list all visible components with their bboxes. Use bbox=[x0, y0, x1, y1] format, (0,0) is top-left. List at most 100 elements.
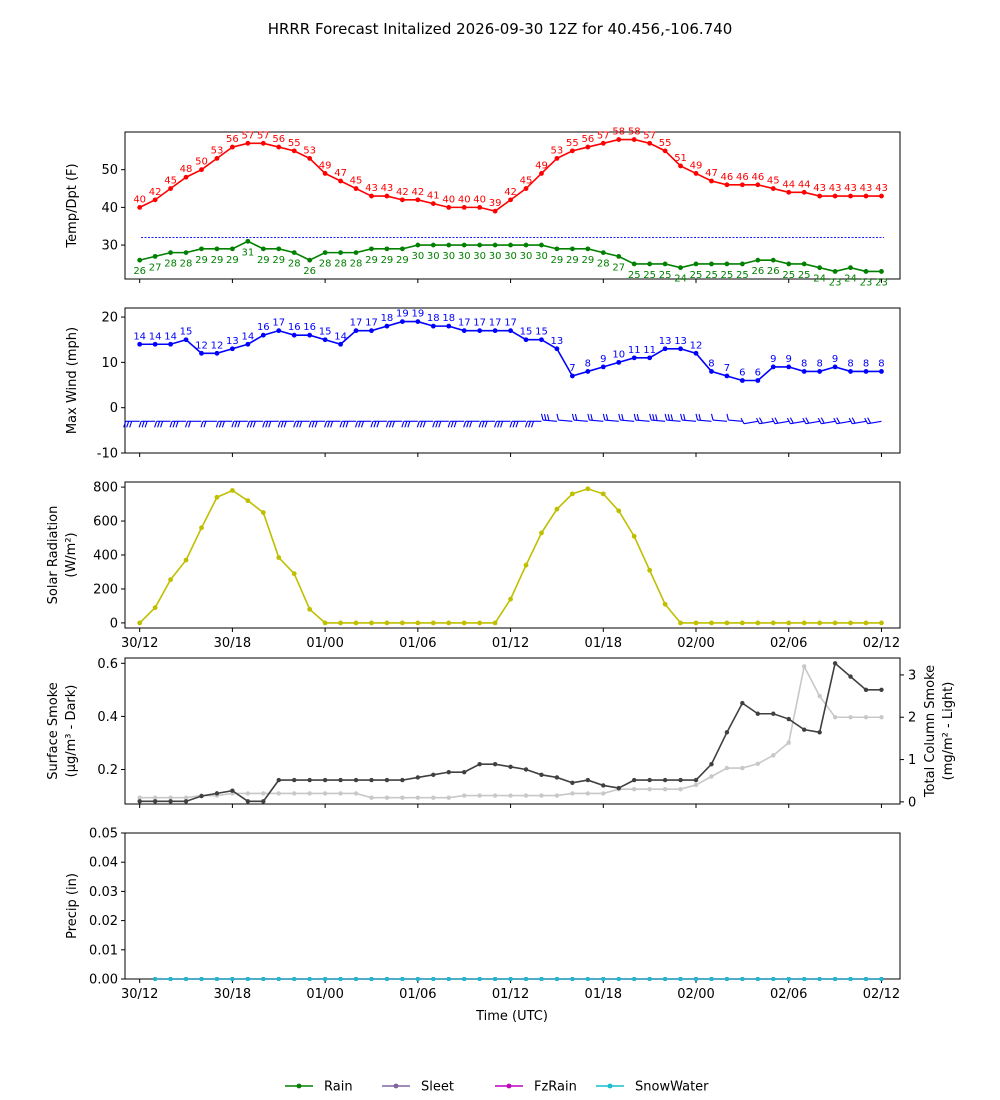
x-tick-label: 02/00 bbox=[677, 636, 714, 651]
x-tick-label: 01/00 bbox=[306, 987, 343, 1002]
max-wind-point bbox=[631, 355, 637, 361]
wind-barb-flag bbox=[354, 421, 359, 428]
max-wind-point bbox=[214, 350, 220, 356]
wind-barb-flag bbox=[311, 421, 315, 428]
dewpoint-point bbox=[137, 257, 143, 263]
temperature-data-label: 45 bbox=[350, 176, 363, 187]
y-tick-label: 10 bbox=[101, 356, 118, 371]
wind-barb-flag bbox=[636, 414, 640, 421]
temperature-data-label: 43 bbox=[829, 183, 842, 194]
precip-snow-point bbox=[786, 977, 791, 981]
temperature-data-label: 43 bbox=[875, 183, 888, 194]
max-wind-data-label: 18 bbox=[381, 313, 394, 324]
max-wind-data-label: 16 bbox=[288, 322, 301, 333]
dewpoint-data-label: 30 bbox=[473, 251, 486, 262]
wind-barb bbox=[123, 420, 140, 428]
precip-snow-point bbox=[493, 977, 498, 981]
dewpoint-point bbox=[291, 250, 297, 256]
max-wind-data-label: 11 bbox=[628, 345, 641, 356]
temperature-data-label: 53 bbox=[211, 145, 224, 156]
max-wind-point bbox=[137, 341, 143, 347]
surface-smoke-point bbox=[709, 761, 714, 767]
dewpoint-point bbox=[678, 265, 683, 271]
surface-smoke-point bbox=[647, 777, 652, 783]
surface-smoke-point bbox=[523, 767, 529, 772]
wind-barb bbox=[370, 420, 387, 428]
wind-barb-flag bbox=[466, 421, 470, 428]
wind-barb bbox=[463, 420, 480, 428]
surface-smoke-point bbox=[276, 777, 281, 783]
solar-radiation-point bbox=[709, 620, 714, 626]
solar-radiation-point bbox=[739, 620, 745, 626]
wind-barb bbox=[726, 413, 743, 422]
dewpoint-point bbox=[770, 257, 776, 263]
temperature-point bbox=[461, 204, 467, 210]
wind-barb-flag bbox=[237, 421, 241, 428]
column-smoke-point bbox=[523, 793, 529, 798]
wind-barb bbox=[447, 420, 465, 428]
y-tick-label: 0.02 bbox=[89, 914, 118, 929]
solar-radiation-point bbox=[353, 620, 359, 626]
dewpoint-point bbox=[369, 246, 374, 252]
wind-barb bbox=[293, 420, 310, 428]
max-wind-data-label: 8 bbox=[708, 358, 714, 369]
y-tick-label: 0.2 bbox=[97, 763, 118, 778]
dewpoint-point bbox=[307, 257, 313, 263]
y-axis-label: Temp/Dpt (F) bbox=[65, 163, 80, 248]
column-smoke-point bbox=[662, 786, 668, 792]
precip-snow-point bbox=[570, 977, 575, 981]
wind-barb-flag bbox=[652, 414, 655, 421]
dewpoint-point bbox=[739, 261, 745, 267]
x-tick-label: 02/06 bbox=[770, 636, 807, 651]
temperature-data-label: 41 bbox=[427, 191, 440, 202]
max-wind-point bbox=[152, 341, 158, 347]
temperature-point bbox=[523, 186, 529, 191]
wind-barb bbox=[633, 413, 650, 422]
wind-barb bbox=[262, 420, 279, 428]
max-wind-data-label: 9 bbox=[832, 354, 838, 365]
wind-barb-flag bbox=[786, 417, 791, 424]
legend-marker bbox=[296, 1083, 302, 1089]
temperature-data-label: 46 bbox=[736, 172, 749, 183]
y-tick-label: 0.04 bbox=[89, 856, 118, 871]
wind-barb bbox=[354, 420, 372, 428]
max-wind-point bbox=[415, 319, 421, 324]
surface-smoke-point bbox=[848, 674, 853, 679]
max-wind-data-label: 15 bbox=[520, 327, 533, 338]
solar-radiation-point bbox=[554, 506, 560, 512]
column-smoke-point bbox=[817, 693, 822, 699]
surface-smoke-point bbox=[183, 799, 189, 804]
surface-smoke-point bbox=[879, 687, 884, 693]
max-wind-point bbox=[230, 346, 235, 352]
dewpoint-point bbox=[523, 242, 529, 248]
temperature-data-label: 49 bbox=[690, 160, 703, 171]
wind-barb-flag bbox=[184, 421, 189, 428]
solar-radiation-point bbox=[523, 562, 529, 568]
precip-snow-point bbox=[833, 977, 838, 981]
max-wind-data-label: 8 bbox=[585, 358, 591, 369]
column-smoke-point bbox=[848, 715, 853, 720]
wind-barb-flag bbox=[138, 421, 142, 428]
wind-barb-flag bbox=[404, 421, 408, 428]
dewpoint-point bbox=[724, 261, 730, 267]
max-wind-point bbox=[863, 369, 869, 374]
wind-barb-flag bbox=[416, 421, 420, 428]
max-wind-point bbox=[446, 323, 452, 329]
wind-barb-flag bbox=[667, 414, 671, 421]
wind-barb bbox=[817, 417, 836, 425]
wind-barb-shaft bbox=[697, 419, 712, 422]
wind-barb-shaft bbox=[620, 419, 635, 422]
y-tick-label: 200 bbox=[93, 582, 118, 597]
temperature-point bbox=[755, 182, 761, 188]
column-smoke-point bbox=[678, 786, 683, 792]
max-wind-point bbox=[245, 341, 251, 347]
temperature-point bbox=[369, 193, 374, 199]
wind-barb-flag bbox=[200, 421, 204, 428]
max-wind-point bbox=[693, 350, 699, 356]
x-tick-label: 01/18 bbox=[585, 987, 622, 1002]
column-smoke-point bbox=[492, 793, 498, 798]
wind-barb-flag bbox=[500, 421, 504, 428]
surface-smoke-point bbox=[508, 764, 513, 770]
max-wind-point bbox=[755, 378, 761, 383]
wind-barb-shaft bbox=[805, 420, 820, 425]
